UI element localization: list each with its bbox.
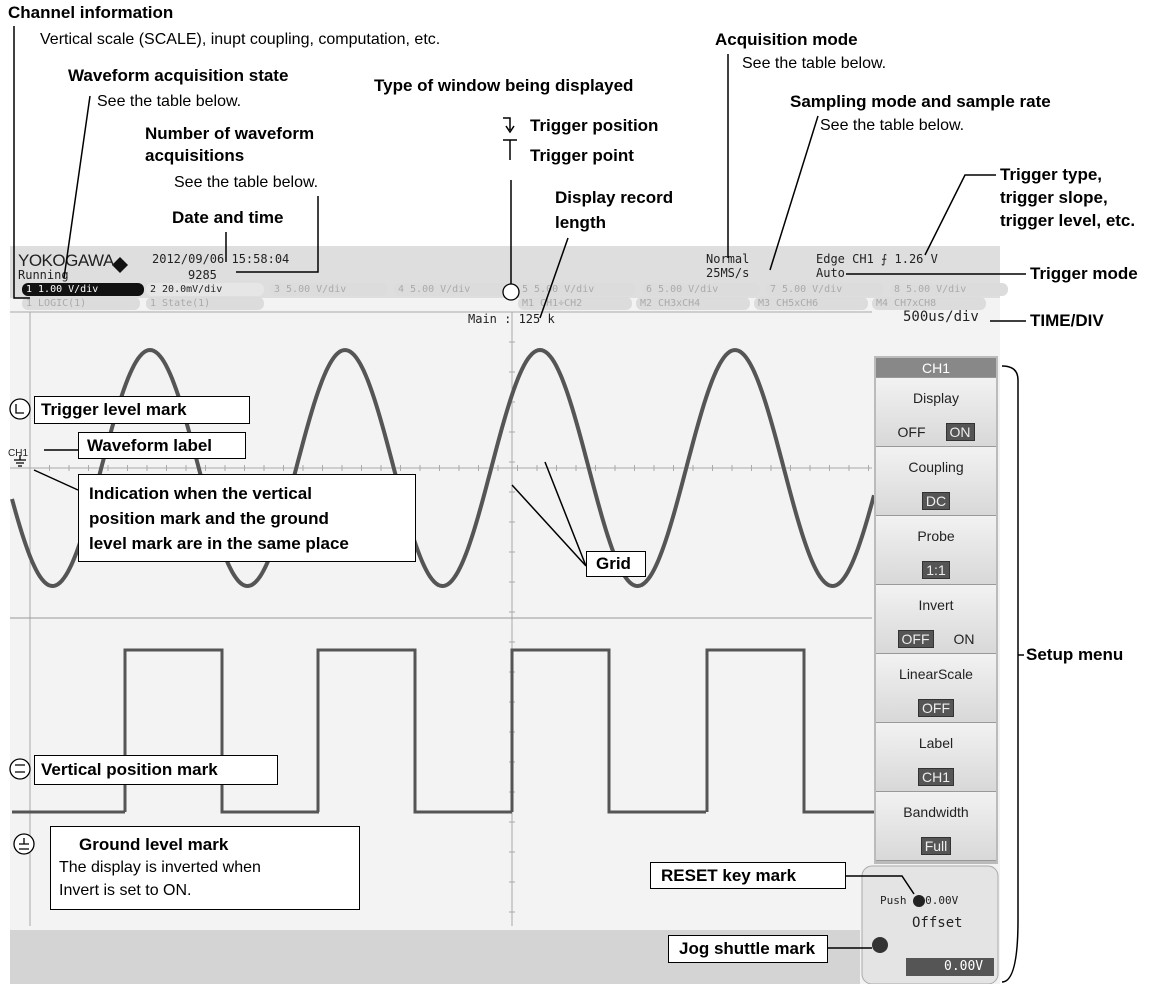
annotation-title: Trigger level mark bbox=[41, 400, 243, 420]
annotation-title: Grid bbox=[596, 554, 636, 574]
annotation-title: Waveform label bbox=[87, 436, 237, 456]
page: YOKOGAWA Running 2012/09/06 15:58:04 928… bbox=[0, 0, 1166, 984]
annotation-title: Trigger type, bbox=[1000, 165, 1102, 185]
callout-setup-menu bbox=[1002, 366, 1024, 982]
annotation-title: TIME/DIV bbox=[1030, 311, 1104, 331]
annotation-title: Trigger point bbox=[530, 146, 634, 166]
callout-box: Ground level mark The display is inverte… bbox=[50, 826, 360, 910]
annotation-title: acquisitions bbox=[145, 146, 244, 166]
trigger-level-icon bbox=[10, 399, 30, 419]
callout-acq-state bbox=[64, 96, 90, 278]
callout-reset bbox=[846, 876, 914, 894]
annotation-text: The display is inverted when bbox=[59, 856, 331, 879]
callout-box: RESET key mark bbox=[650, 862, 846, 889]
annotation-title: Trigger position bbox=[530, 116, 658, 136]
callout-box: Trigger level mark bbox=[34, 396, 250, 424]
annotation-title: Jog shuttle mark bbox=[679, 939, 817, 959]
callout-box: Indication when the vertical position ma… bbox=[78, 474, 416, 562]
annotation-title: Number of waveform bbox=[145, 124, 314, 144]
annotation-title: length bbox=[555, 213, 606, 233]
callout-box: Jog shuttle mark bbox=[668, 935, 828, 963]
trigger-position-glyph bbox=[503, 118, 514, 132]
annotation-title: trigger level, etc. bbox=[1000, 211, 1135, 231]
annotation-title: Sampling mode and sample rate bbox=[790, 92, 1051, 112]
callout-box: Grid bbox=[586, 551, 646, 577]
annotation-title: trigger slope, bbox=[1000, 188, 1108, 208]
vertical-position-icon bbox=[10, 759, 30, 779]
annotation-text: See the table below. bbox=[174, 173, 318, 193]
annotation-line: position mark and the ground bbox=[89, 506, 405, 531]
callout-grid bbox=[512, 462, 586, 566]
annotation-title: Display record bbox=[555, 188, 673, 208]
callout-same-place bbox=[34, 470, 78, 490]
annotation-title: Vertical position mark bbox=[41, 760, 271, 780]
annotation-title: RESET key mark bbox=[661, 866, 835, 886]
annotation-title: Acquisition mode bbox=[715, 30, 858, 50]
callout-record-length bbox=[540, 238, 568, 318]
annotation-title: Waveform acquisition state bbox=[68, 66, 288, 86]
annotation-text: Vertical scale (SCALE), inupt coupling, … bbox=[40, 30, 440, 50]
same-place-glyph bbox=[14, 455, 26, 466]
trigger-point-glyph bbox=[503, 140, 517, 160]
callout-box: Waveform label bbox=[78, 432, 246, 459]
annotation-title: Trigger mode bbox=[1030, 264, 1138, 284]
annotation-text: Invert is set to ON. bbox=[59, 879, 331, 902]
annotation-title: Type of window being displayed bbox=[374, 76, 633, 96]
icon-glyphs bbox=[15, 404, 29, 849]
annotation-title: Ground level mark bbox=[79, 833, 331, 856]
callout-box: Vertical position mark bbox=[34, 755, 278, 785]
annotation-text: See the table below. bbox=[742, 54, 886, 74]
window-type-icon bbox=[503, 284, 519, 300]
annotation-title: Channel information bbox=[8, 3, 173, 23]
callout-trigger-type bbox=[925, 175, 996, 255]
annotation-title: Setup menu bbox=[1026, 645, 1123, 665]
annotation-line: Indication when the vertical bbox=[89, 481, 405, 506]
annotation-title: Date and time bbox=[172, 208, 283, 228]
callout-channel-info bbox=[14, 26, 30, 298]
annotation-text: See the table below. bbox=[97, 92, 241, 112]
annotation-text: See the table below. bbox=[820, 116, 964, 136]
annotation-line: level mark are in the same place bbox=[89, 531, 405, 556]
callout-sample-rate bbox=[770, 116, 818, 270]
